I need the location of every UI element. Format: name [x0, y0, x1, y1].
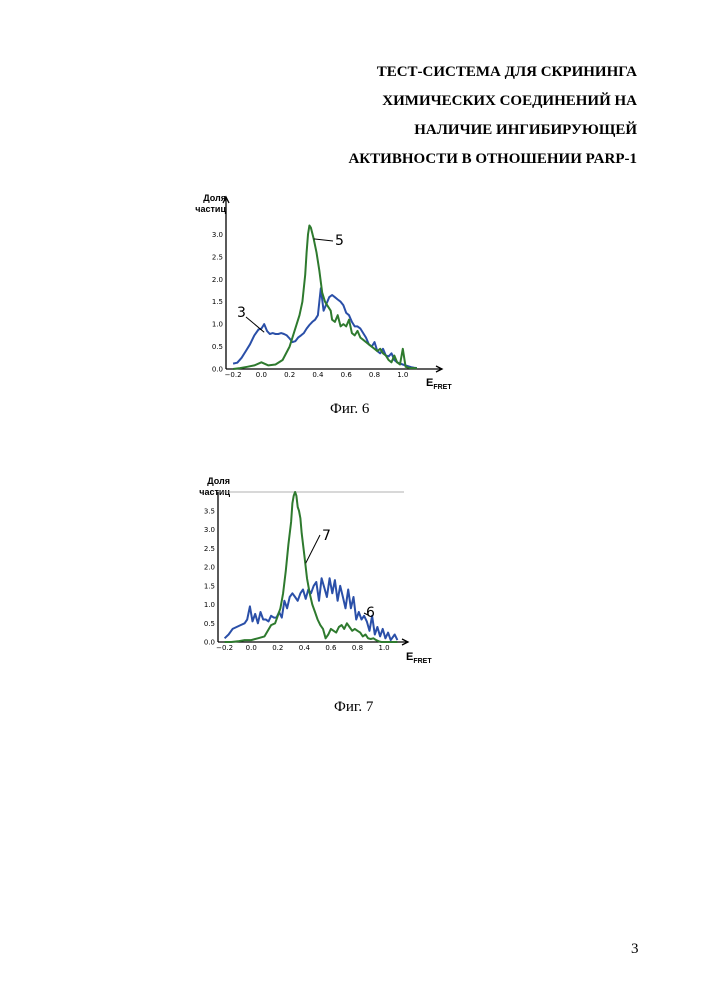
x-tick-label: 0.4: [299, 644, 311, 652]
figure-7-caption: Фиг. 7: [334, 699, 373, 716]
curve-label-leader: [306, 535, 320, 563]
title-line-1: ТЕСТ-СИСТЕМА ДЛЯ СКРИНИНГА: [217, 58, 637, 87]
y-axis-label-line-1: Доля: [207, 476, 230, 486]
y-tick-label: 2.5: [212, 253, 223, 261]
x-tick-label: 1.0: [379, 644, 390, 652]
x-axis-label: EFRET: [426, 377, 452, 391]
x-tick-label: 0.6: [325, 644, 337, 652]
y-tick-label: 2.0: [204, 564, 215, 572]
x-tick-label: 0.6: [341, 371, 353, 379]
y-tick-label: 1.5: [212, 298, 223, 306]
y-tick-label: 0.0: [212, 366, 223, 374]
figure-6-caption: Фиг. 6: [330, 401, 369, 418]
y-tick-label: 1.0: [212, 321, 223, 329]
y-tick-label: 1.0: [204, 601, 215, 609]
x-tick-label: −0.2: [216, 644, 233, 652]
curve-label-3: 3: [237, 305, 246, 321]
y-axis-label-line-2: частиц: [195, 204, 226, 214]
x-axis-label-sub: FRET: [433, 384, 452, 391]
y-tick-label: 0.5: [212, 343, 223, 351]
x-axis-label: EFRET: [406, 651, 432, 665]
x-tick-label: 0.0: [246, 644, 257, 652]
document-title: ТЕСТ-СИСТЕМА ДЛЯ СКРИНИНГА ХИМИЧЕСКИХ СО…: [217, 58, 637, 174]
title-line-3: НАЛИЧИЕ ИНГИБИРУЮЩЕЙ: [217, 116, 637, 145]
title-line-4: АКТИВНОСТИ В ОТНОШЕНИИ PARP-1: [217, 145, 637, 174]
title-line-2: ХИМИЧЕСКИХ СОЕДИНЕНИЙ НА: [217, 87, 637, 116]
x-tick-label: 0.2: [284, 371, 295, 379]
curve-label-5: 5: [335, 233, 344, 249]
x-axis-label-sub: FRET: [413, 658, 432, 665]
y-tick-label: 1.5: [204, 582, 215, 590]
y-tick-label: 2.0: [212, 276, 223, 284]
y-tick-label: 3.0: [212, 231, 223, 239]
x-tick-label: 0.8: [352, 644, 363, 652]
x-tick-label: −0.2: [225, 371, 242, 379]
x-tick-label: 0.2: [272, 644, 283, 652]
figure-7-chart: Доля частиц EFRET −0.20.00.20.40.60.81.0…: [178, 470, 458, 670]
x-tick-label: 0.0: [256, 371, 267, 379]
curve-label-6: 6: [366, 605, 375, 621]
y-tick-label: 0.5: [204, 620, 215, 628]
x-axis-label-main: E: [426, 377, 433, 389]
y-tick-label: 2.5: [204, 545, 215, 553]
x-tick-label: 0.8: [369, 371, 380, 379]
series-line-5: [233, 226, 417, 370]
x-tick-label: 0.4: [312, 371, 324, 379]
page-number: 3: [631, 941, 639, 958]
x-axis-label-main: E: [406, 651, 413, 663]
y-axis-label-line-1: Доля: [203, 193, 226, 203]
figure-6-chart: Доля частиц EFRET −0.20.00.20.40.60.81.0…: [180, 185, 460, 400]
curve-label-7: 7: [322, 528, 331, 544]
curve-label-leader: [314, 239, 333, 241]
curve-label-leader: [246, 317, 264, 332]
y-tick-label: 3.0: [204, 526, 215, 534]
x-tick-label: 1.0: [397, 371, 408, 379]
y-tick-label: 3.5: [204, 507, 215, 515]
y-tick-label: 0.0: [204, 639, 215, 647]
